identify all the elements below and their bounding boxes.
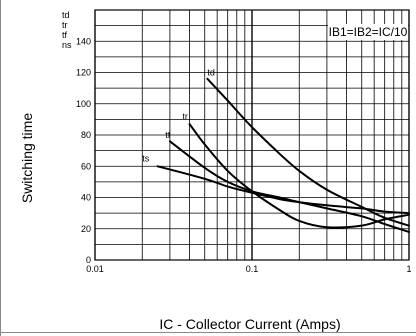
frame-left-line bbox=[0, 0, 1, 336]
unit-label-tf: tf bbox=[62, 30, 68, 40]
x-tick-label: 0.01 bbox=[86, 264, 104, 274]
y-tick-label: 140 bbox=[76, 36, 91, 46]
y-tick-label: 20 bbox=[81, 224, 91, 234]
series-line-tf bbox=[168, 140, 410, 233]
curve-label-td: td bbox=[207, 68, 215, 78]
y-tick-label: 40 bbox=[81, 193, 91, 203]
unit-label-td: td bbox=[62, 10, 70, 20]
x-axis-title: IC - Collector Current (Amps) bbox=[159, 316, 341, 332]
condition-label: IB1=IB2=IC/10 bbox=[328, 24, 408, 40]
y-tick-label: 60 bbox=[81, 161, 91, 171]
y-tick-label: 80 bbox=[81, 130, 91, 140]
curve-label-tr: tr bbox=[182, 111, 188, 121]
frame-bottom-line bbox=[0, 332, 416, 333]
y-tick-label: 100 bbox=[76, 99, 91, 109]
unit-label-ns: ns bbox=[62, 40, 72, 50]
plot-border bbox=[94, 9, 410, 261]
y-tick-label: 0 bbox=[86, 255, 91, 265]
series-line-ts bbox=[156, 165, 410, 215]
series-line-tr bbox=[188, 123, 410, 229]
x-tick-label: 1 bbox=[406, 264, 411, 274]
unit-label-tr: tr bbox=[62, 20, 68, 30]
series-line-td bbox=[206, 77, 410, 227]
curve-label-tf: tf bbox=[165, 130, 171, 140]
curve-label-ts: ts bbox=[142, 154, 150, 164]
x-tick-label: 0.1 bbox=[246, 264, 259, 274]
y-tick-label: 120 bbox=[76, 68, 91, 78]
